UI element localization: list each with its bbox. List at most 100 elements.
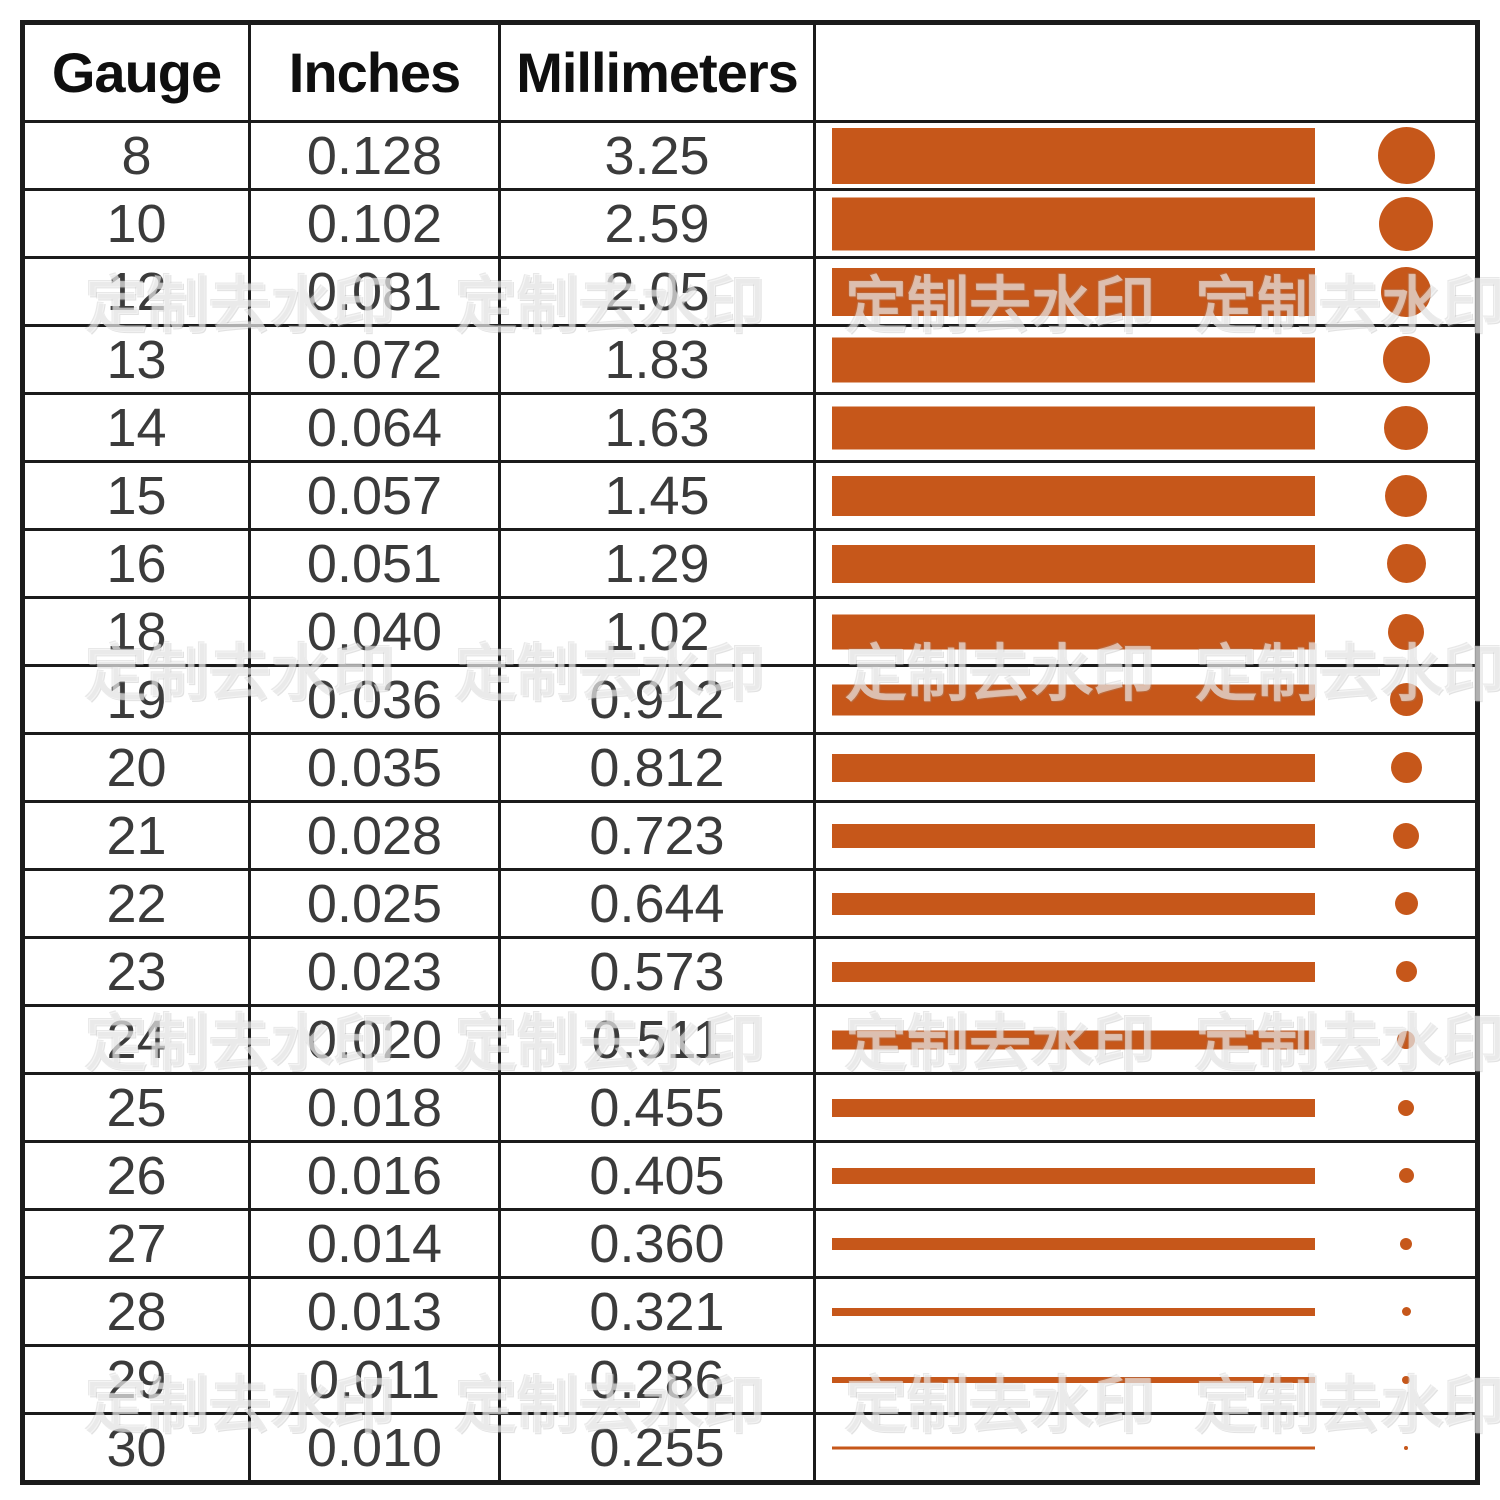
table-row: 20 0.035 0.812 bbox=[25, 732, 1475, 800]
wire-cross-section-dot bbox=[1404, 1445, 1408, 1450]
inches-value: 0.028 bbox=[248, 803, 498, 868]
millimeters-value: 0.455 bbox=[498, 1075, 813, 1140]
wire-cross-section-dot bbox=[1389, 683, 1423, 716]
table-row: 27 0.014 0.360 bbox=[25, 1208, 1475, 1276]
wire-thickness-bar bbox=[832, 127, 1315, 184]
gauge-value: 29 bbox=[106, 1349, 167, 1410]
size-visual-cell bbox=[813, 1347, 1475, 1412]
table-row: 12 0.081 2.05 bbox=[25, 256, 1475, 324]
wire-cross-section-dot bbox=[1400, 1237, 1412, 1250]
size-visual-cell bbox=[813, 1075, 1475, 1140]
millimeters-value: 2.05 bbox=[498, 259, 813, 324]
wire-thickness-bar bbox=[832, 267, 1315, 316]
gauge-value: 23 bbox=[106, 941, 167, 1002]
gauge-value: 27 bbox=[106, 1213, 167, 1274]
wire-cross-section-dot bbox=[1379, 196, 1433, 251]
inches-value: 0.057 bbox=[248, 463, 498, 528]
wire-cross-section-dot bbox=[1384, 405, 1428, 450]
gauge-value: 30 bbox=[106, 1417, 167, 1478]
wire-cross-section-dot bbox=[1397, 1030, 1415, 1049]
header-gauge: Gauge bbox=[51, 41, 222, 104]
table-row: 13 0.072 1.83 bbox=[25, 324, 1475, 392]
gauge-value: 21 bbox=[106, 805, 167, 866]
table-row: 25 0.018 0.455 bbox=[25, 1072, 1475, 1140]
inches-value: 0.040 bbox=[248, 599, 498, 664]
millimeters-value: 1.63 bbox=[498, 395, 813, 460]
millimeters-value: 0.573 bbox=[498, 939, 813, 1004]
gauge-value: 16 bbox=[106, 533, 167, 594]
millimeters-value: 2.59 bbox=[498, 191, 813, 256]
header-row: Gauge Inches Millimeters bbox=[25, 25, 1475, 120]
wire-thickness-bar bbox=[832, 1167, 1315, 1184]
inches-value: 0.072 bbox=[248, 327, 498, 392]
size-visual-cell bbox=[813, 1143, 1475, 1208]
wire-thickness-bar bbox=[832, 197, 1315, 250]
gauge-value: 8 bbox=[121, 125, 152, 186]
table-row: 26 0.016 0.405 bbox=[25, 1140, 1475, 1208]
wire-thickness-bar bbox=[832, 1237, 1315, 1250]
wire-cross-section-dot bbox=[1386, 544, 1426, 583]
inches-value: 0.018 bbox=[248, 1075, 498, 1140]
millimeters-value: 0.286 bbox=[498, 1347, 813, 1412]
inches-value: 0.013 bbox=[248, 1279, 498, 1344]
wire-thickness-bar bbox=[832, 753, 1315, 782]
size-visual-cell bbox=[813, 463, 1475, 528]
inches-value: 0.102 bbox=[248, 191, 498, 256]
inches-value: 0.016 bbox=[248, 1143, 498, 1208]
inches-value: 0.025 bbox=[248, 871, 498, 936]
size-visual-cell bbox=[813, 531, 1475, 596]
wire-cross-section-dot bbox=[1394, 892, 1418, 915]
wire-cross-section-dot bbox=[1401, 1307, 1411, 1316]
millimeters-value: 1.45 bbox=[498, 463, 813, 528]
table-row: 10 0.102 2.59 bbox=[25, 188, 1475, 256]
wire-thickness-bar bbox=[832, 892, 1315, 915]
wire-thickness-bar bbox=[832, 406, 1315, 449]
millimeters-value: 0.644 bbox=[498, 871, 813, 936]
inches-value: 0.020 bbox=[248, 1007, 498, 1072]
header-inches: Inches bbox=[248, 25, 498, 120]
table-row: 19 0.036 0.912 bbox=[25, 664, 1475, 732]
wire-cross-section-dot bbox=[1381, 266, 1431, 317]
millimeters-value: 0.405 bbox=[498, 1143, 813, 1208]
table-row: 21 0.028 0.723 bbox=[25, 800, 1475, 868]
inches-value: 0.081 bbox=[248, 259, 498, 324]
gauge-value: 24 bbox=[106, 1009, 167, 1070]
wire-thickness-bar bbox=[832, 614, 1315, 649]
wire-thickness-bar bbox=[832, 684, 1315, 715]
wire-cross-section-dot bbox=[1402, 1375, 1410, 1384]
millimeters-value: 1.02 bbox=[498, 599, 813, 664]
millimeters-value: 1.29 bbox=[498, 531, 813, 596]
size-visual-cell bbox=[813, 667, 1475, 732]
wire-thickness-bar bbox=[832, 1098, 1315, 1117]
gauge-value: 10 bbox=[106, 193, 167, 254]
wire-cross-section-dot bbox=[1395, 961, 1417, 982]
gauge-value: 15 bbox=[106, 465, 167, 526]
table-row: 22 0.025 0.644 bbox=[25, 868, 1475, 936]
size-visual-cell bbox=[813, 327, 1475, 392]
millimeters-value: 0.360 bbox=[498, 1211, 813, 1276]
header-visual bbox=[813, 25, 1475, 120]
wire-thickness-bar bbox=[832, 1446, 1315, 1449]
gauge-value: 26 bbox=[106, 1145, 167, 1206]
size-visual-cell bbox=[813, 735, 1475, 800]
header-millimeters: Millimeters bbox=[498, 25, 813, 120]
size-visual-cell bbox=[813, 1007, 1475, 1072]
table-row: 30 0.010 0.255 bbox=[25, 1412, 1475, 1480]
wire-thickness-bar bbox=[832, 1030, 1315, 1049]
inches-value: 0.023 bbox=[248, 939, 498, 1004]
wire-cross-section-dot bbox=[1393, 822, 1419, 849]
table-row: 16 0.051 1.29 bbox=[25, 528, 1475, 596]
wire-cross-section-dot bbox=[1390, 752, 1422, 783]
gauge-value: 14 bbox=[106, 397, 167, 458]
millimeters-value: 0.511 bbox=[498, 1007, 813, 1072]
wire-thickness-bar bbox=[832, 337, 1315, 382]
table-row: 29 0.011 0.286 bbox=[25, 1344, 1475, 1412]
wire-thickness-bar bbox=[832, 1307, 1315, 1316]
inches-value: 0.010 bbox=[248, 1415, 498, 1480]
size-visual-cell bbox=[813, 1415, 1475, 1480]
inches-value: 0.011 bbox=[248, 1347, 498, 1412]
gauge-value: 22 bbox=[106, 873, 167, 934]
wire-cross-section-dot bbox=[1377, 127, 1435, 184]
size-visual-cell bbox=[813, 1211, 1475, 1276]
